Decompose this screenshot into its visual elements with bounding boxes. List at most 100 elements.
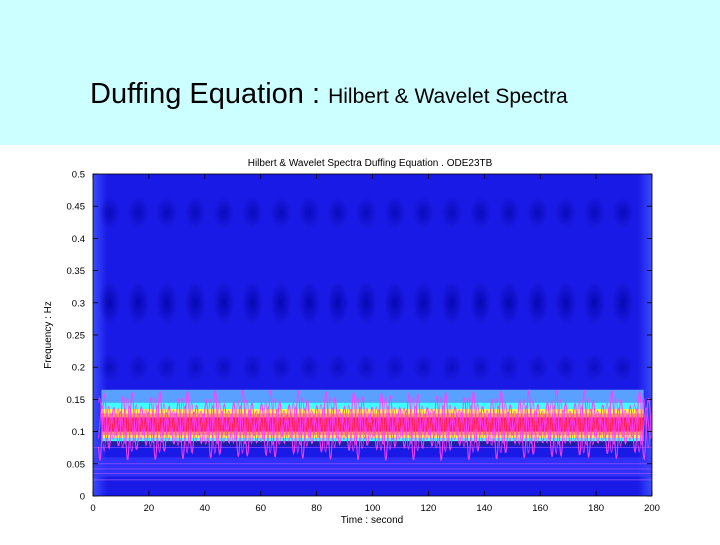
wavelet-dark-region [355, 196, 378, 229]
wavelet-dark-region [469, 353, 492, 382]
wavelet-dark-region [526, 196, 549, 229]
wavelet-dark-region [241, 353, 264, 382]
y-tick-label: 0.35 [67, 266, 86, 277]
title-banner: Duffing Equation : Hilbert & Wavelet Spe… [0, 0, 720, 145]
y-tick-label: 0.5 [72, 170, 85, 181]
wavelet-dark-region [212, 353, 235, 382]
y-tick-label: 0.05 [67, 459, 86, 470]
wavelet-dark-region [383, 353, 406, 382]
x-tick-label: 0 [90, 503, 95, 514]
wavelet-dark-region [412, 280, 435, 325]
wavelet-dark-region [269, 280, 292, 325]
wavelet-dark-region [440, 196, 463, 229]
hilbert-trace [98, 388, 652, 462]
slide-title-main: Duffing Equation : [90, 78, 321, 110]
wavelet-band-layer [101, 413, 644, 418]
wavelet-dark-region [184, 353, 207, 382]
wavelet-dark-region [583, 353, 606, 382]
wavelet-dark-region [184, 196, 207, 229]
wavelet-dark-region [554, 280, 577, 325]
wavelet-band-layer [101, 402, 644, 410]
wavelet-dark-region [155, 353, 178, 382]
wavelet-dark-region [98, 353, 121, 382]
wavelet-dark-region [412, 353, 435, 382]
x-tick-label: 40 [200, 503, 211, 514]
x-tick-label: 140 [476, 503, 492, 514]
wavelet-dark-region [127, 353, 150, 382]
wavelet-dark-region [383, 196, 406, 229]
wavelet-dark-region [184, 280, 207, 325]
wavelet-dark-region [241, 280, 264, 325]
spectrum-chart: Hilbert & Wavelet Spectra Duffing Equati… [43, 158, 660, 526]
wavelet-dark-region [298, 280, 321, 325]
wavelet-dark-region [554, 353, 577, 382]
wavelet-dark-region [526, 353, 549, 382]
wavelet-band-layer [101, 441, 644, 446]
wavelet-dark-region [98, 196, 121, 229]
y-tick-label: 0.25 [67, 331, 86, 342]
wavelet-dark-region [497, 280, 520, 325]
x-tick-label: 200 [644, 503, 660, 514]
wavelet-dark-region [440, 280, 463, 325]
wavelet-dark-region [611, 196, 634, 229]
wavelet-dark-region [611, 353, 634, 382]
wavelet-dark-region [497, 196, 520, 229]
wavelet-dark-region [326, 196, 349, 229]
wavelet-dark-region [269, 353, 292, 382]
x-axis: 0 20 40 60 80 100 120 140 160 180 200 [90, 174, 660, 514]
wavelet-dark-region [155, 196, 178, 229]
wavelet-dark-region [127, 196, 150, 229]
wavelet-dark-region [583, 196, 606, 229]
wavelet-dark-region [469, 280, 492, 325]
y-tick-label: 0.1 [72, 427, 85, 438]
y-tick-label: 0.3 [72, 298, 85, 309]
x-tick-label: 120 [420, 503, 436, 514]
y-axis-label: Frequency : Hz [43, 301, 54, 369]
wavelet-dark-region [440, 353, 463, 382]
x-tick-label: 180 [588, 503, 604, 514]
wavelet-dark-region [269, 196, 292, 229]
wavelet-band-layer [101, 431, 644, 435]
y-tick-label: 0.2 [72, 363, 85, 374]
spectrum-plot-area [93, 174, 652, 496]
y-tick-label: 0.15 [67, 395, 86, 406]
x-tick-label: 160 [532, 503, 548, 514]
wavelet-dark-region [412, 196, 435, 229]
wavelet-dark-region [611, 280, 634, 325]
x-tick-label: 20 [144, 503, 155, 514]
y-axis: 0 0.05 0.1 0.15 0.2 0.25 0.3 0.35 0.4 0.45 0.5 [67, 170, 652, 503]
wavelet-dark-region [298, 353, 321, 382]
wavelet-dark-region [212, 280, 235, 325]
y-tick-label: 0 [80, 492, 85, 503]
x-tick-label: 80 [311, 503, 322, 514]
wavelet-dark-region [212, 196, 235, 229]
slide-title: Duffing Equation : Hilbert & Wavelet Spe… [90, 78, 568, 111]
wavelet-dark-region [155, 280, 178, 325]
y-tick-label: 0.4 [72, 234, 85, 245]
chart-title: Hilbert & Wavelet Spectra Duffing Equati… [248, 158, 493, 169]
wavelet-dark-region [497, 353, 520, 382]
wavelet-dark-region [326, 280, 349, 325]
slide-title-sub: Hilbert & Wavelet Spectra [328, 85, 568, 108]
wavelet-dark-region [469, 196, 492, 229]
x-tick-label: 60 [255, 503, 266, 514]
wavelet-band-layer [101, 438, 644, 442]
wavelet-band-layer [101, 389, 644, 403]
wavelet-dark-region [583, 280, 606, 325]
chart-figure: Hilbert & Wavelet Spectra Duffing Equati… [0, 145, 720, 540]
wavelet-dark-region [355, 353, 378, 382]
hilbert-trace [98, 404, 652, 447]
x-tick-label: 100 [365, 503, 381, 514]
wavelet-dark-region [355, 280, 378, 325]
wavelet-dark-region [98, 280, 121, 325]
wavelet-dark-region [383, 280, 406, 325]
x-axis-label: Time : second [341, 515, 403, 526]
y-tick-label: 0.45 [67, 202, 86, 213]
wavelet-dark-region [554, 196, 577, 229]
wavelet-low-band [93, 457, 652, 477]
wavelet-dark-region [526, 280, 549, 325]
wavelet-dark-region [326, 353, 349, 382]
wavelet-dark-region [241, 196, 264, 229]
wavelet-dark-region [127, 280, 150, 325]
hilbert-trace [98, 396, 652, 455]
